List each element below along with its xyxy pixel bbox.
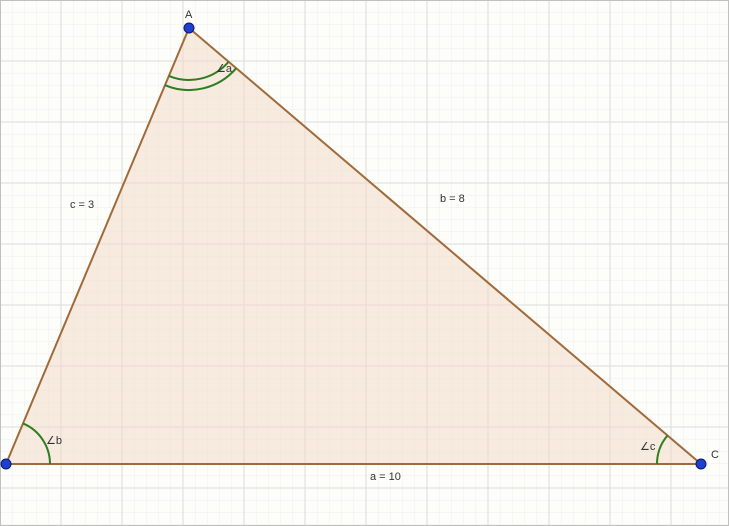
side-label-a: a = 10 [370,471,401,483]
vertex-label-a: A [185,9,193,21]
vertex-c[interactable] [696,459,706,469]
angle-label-c: ∠c [640,441,656,453]
angle-label-b: ∠b [46,435,62,447]
vertex-b[interactable] [1,459,11,469]
angle-label-a: ∠a [216,63,233,75]
side-label-b: b = 8 [440,193,465,205]
side-label-c: c = 3 [70,199,94,211]
vertex-a[interactable] [184,23,194,33]
vertex-label-c: C [711,449,719,461]
